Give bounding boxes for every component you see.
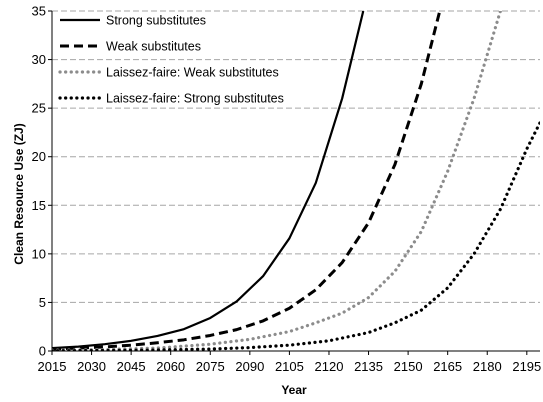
axes: [48, 10, 540, 355]
y-tick-label: 10: [32, 246, 46, 261]
series-line-2: [52, 11, 442, 351]
series-lines: [52, 11, 540, 351]
x-tick-label: 2120: [315, 359, 344, 374]
x-tick-label: 2090: [235, 359, 264, 374]
y-tick-label: 15: [32, 198, 46, 213]
x-tick-label: 2195: [512, 359, 541, 374]
x-tick-label: 2180: [473, 359, 502, 374]
y-tick-label: 35: [32, 4, 46, 19]
x-tick-label: 2045: [117, 359, 146, 374]
y-tick-label: 30: [32, 52, 46, 67]
series-line-3: [52, 11, 503, 351]
x-axis-title: Year: [281, 383, 307, 397]
legend-label-4: Laissez-faire: Strong substitutes: [106, 92, 284, 106]
x-tick-label: 2105: [275, 359, 304, 374]
x-tick-labels: 2015 2030 2045 2060 2075 2090 2105 2120 2135 2150…: [38, 359, 542, 374]
x-tick-label: 2060: [156, 359, 185, 374]
gridlines: [52, 10, 540, 303]
y-tick-label: 25: [32, 101, 46, 116]
series-line-1: [52, 11, 365, 350]
x-tick-label: 2165: [433, 359, 462, 374]
y-tick-label: 20: [32, 149, 46, 164]
y-tick-label: 0: [39, 344, 46, 359]
series-line-4: [52, 121, 540, 351]
legend-label-2: Weak substitutes: [106, 40, 201, 54]
x-tick-label: 2015: [38, 359, 67, 374]
y-axis-title: Clean Resource Use (ZJ): [12, 123, 26, 264]
x-tick-label: 2030: [77, 359, 106, 374]
legend-label-3: Laissez-faire: Weak substitutes: [106, 66, 279, 80]
y-tick-label: 5: [39, 295, 46, 310]
legend: Strong substitutes Weak substitutes Laisse…: [58, 14, 284, 106]
legend-label-1: Strong substitutes: [106, 14, 206, 28]
x-tick-label: 2135: [354, 359, 383, 374]
x-tick-label: 2075: [196, 359, 225, 374]
x-tick-label: 2150: [394, 359, 423, 374]
y-tick-labels: 0 5 10 15 20 25 30 35: [32, 4, 46, 359]
